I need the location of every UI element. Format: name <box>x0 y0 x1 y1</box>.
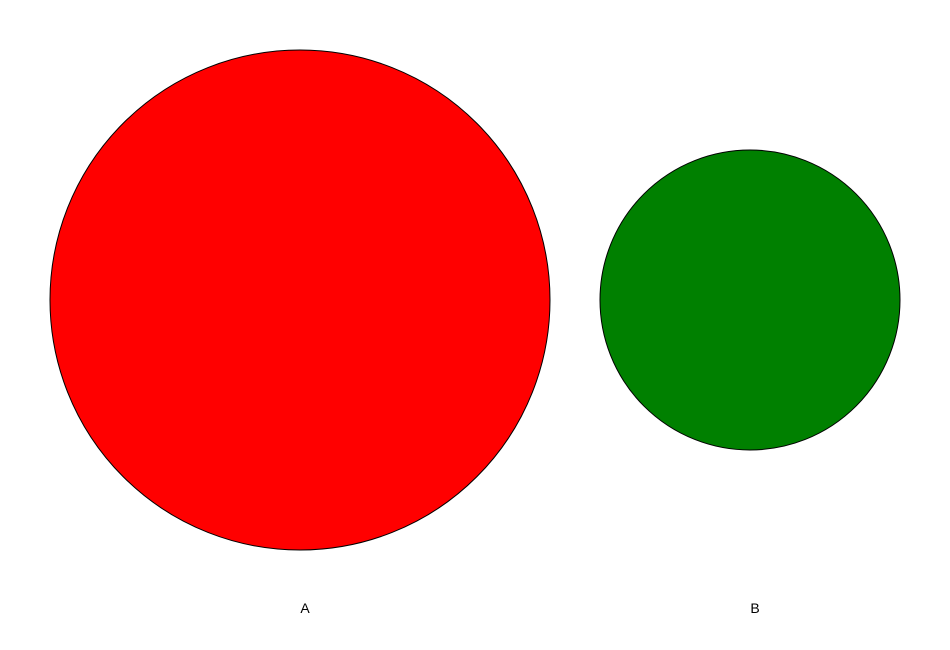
circle-a-label: A <box>300 600 310 616</box>
circle-b <box>599 149 901 451</box>
circle-a <box>49 49 551 551</box>
circle-b-label: B <box>750 600 759 616</box>
